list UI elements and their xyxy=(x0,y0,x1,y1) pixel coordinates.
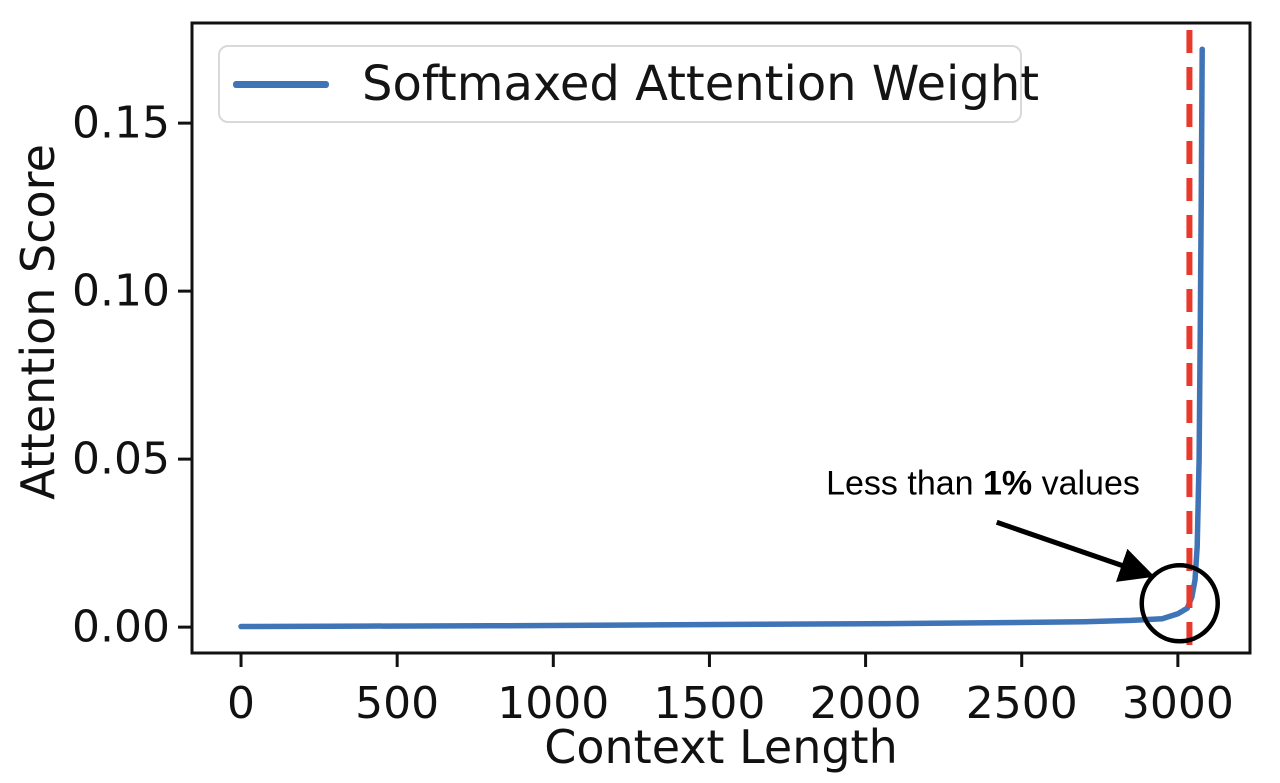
x-tick-label: 500 xyxy=(355,678,440,729)
annotation-text-prefix: Less than xyxy=(826,464,984,503)
y-tick-label: 0.05 xyxy=(72,433,170,485)
x-tick-label: 1500 xyxy=(653,678,766,729)
x-axis-label: Context Length xyxy=(544,720,898,774)
annotation-text-bold: 1% xyxy=(983,464,1033,503)
annotation-text-suffix: values xyxy=(1032,464,1140,503)
legend-line-sample xyxy=(233,80,329,88)
legend-label: Softmaxed Attention Weight xyxy=(362,56,1040,112)
y-tick-label: 0.10 xyxy=(72,265,170,317)
y-tick-label: 0.15 xyxy=(72,97,170,149)
y-tick-label: 0.00 xyxy=(72,601,170,653)
legend: Softmaxed Attention Weight xyxy=(218,45,1039,123)
annotation-arrow xyxy=(995,519,1155,582)
attention-line xyxy=(238,46,1205,630)
x-tick-label: 0 xyxy=(227,678,256,729)
annotation-text: Less than 1% values xyxy=(826,464,1140,503)
x-tick-label: 2000 xyxy=(809,678,922,729)
x-tick-label: 3000 xyxy=(1121,678,1234,729)
x-tick-label: 2500 xyxy=(965,678,1078,729)
axes-spines xyxy=(190,21,1252,655)
annotation-circle xyxy=(1139,563,1220,644)
y-axis-label: Attention Score xyxy=(11,144,65,500)
x-tick-label: 1000 xyxy=(497,678,610,729)
